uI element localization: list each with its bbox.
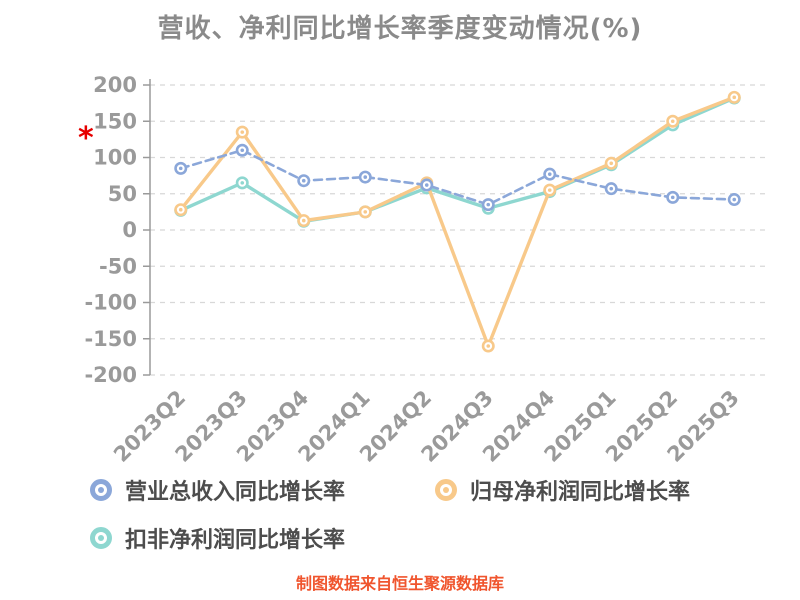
data-point-dot <box>670 119 675 124</box>
data-point-dot <box>486 344 491 348</box>
chart-title: 营收、净利同比增长率季度变动情况(%) <box>157 14 643 44</box>
data-point-dot <box>240 130 245 134</box>
data-point-dot <box>547 188 552 192</box>
series-line <box>179 95 736 348</box>
data-point-dot <box>547 172 552 176</box>
data-point-dot <box>486 202 491 207</box>
data-point-dot <box>178 207 183 212</box>
data-point-dot <box>240 181 245 185</box>
series-line <box>179 148 736 206</box>
y-tick-label: -50 <box>99 254 137 278</box>
legend-label-non-gaap-profit-growth: 扣非净利润同比增长率 <box>125 528 346 553</box>
chart-legend: 营业总收入同比增长率 归母净利润同比增长率 扣非净利润同比增长率 <box>90 474 780 554</box>
legend-marker-icon <box>90 527 112 549</box>
series-line <box>179 96 736 224</box>
data-point-dot <box>670 195 675 200</box>
data-point-dot <box>301 218 306 223</box>
legend-marker-dot <box>98 535 104 541</box>
legend-marker-dot <box>443 487 449 493</box>
data-point-dot <box>424 183 429 187</box>
data-point-dot <box>301 178 306 183</box>
y-tick-label: 100 <box>93 146 137 170</box>
data-point-dot <box>363 210 368 214</box>
y-tick-label: -100 <box>84 291 137 315</box>
data-point-dot <box>609 161 614 166</box>
legend-marker-icon <box>435 479 457 501</box>
data-point-dot <box>732 95 737 100</box>
line-chart-plot: 200150100500-50-100-150-200*2023Q22023Q3… <box>78 73 765 467</box>
data-point-dot <box>178 166 183 171</box>
y-tick-label: -150 <box>84 327 137 351</box>
legend-marker-icon <box>90 479 112 501</box>
legend-label-net-profit-growth: 归母净利润同比增长率 <box>470 480 691 505</box>
y-tick-label: 50 <box>108 182 137 206</box>
y-tick-label: 0 <box>122 218 137 242</box>
data-source-note: 制图数据来自恒生聚源数据库 <box>295 574 504 593</box>
legend-marker-dot <box>98 487 104 493</box>
data-point-dot <box>609 186 614 191</box>
legend-item-total-revenue-growth[interactable]: 营业总收入同比增长率 <box>90 474 435 506</box>
legend-label-total-revenue-growth: 营业总收入同比增长率 <box>125 480 346 505</box>
axis-annotation-asterisk: * <box>78 121 94 156</box>
legend-item-non-gaap-profit-growth[interactable]: 扣非净利润同比增长率 <box>90 522 435 554</box>
y-tick-label: 200 <box>93 73 137 97</box>
data-point-dot <box>240 148 245 153</box>
legend-item-net-profit-growth[interactable]: 归母净利润同比增长率 <box>435 474 780 506</box>
data-point-dot <box>363 175 368 179</box>
data-point-dot <box>732 197 737 202</box>
y-tick-label: 150 <box>93 109 137 133</box>
y-tick-label: -200 <box>84 363 137 387</box>
